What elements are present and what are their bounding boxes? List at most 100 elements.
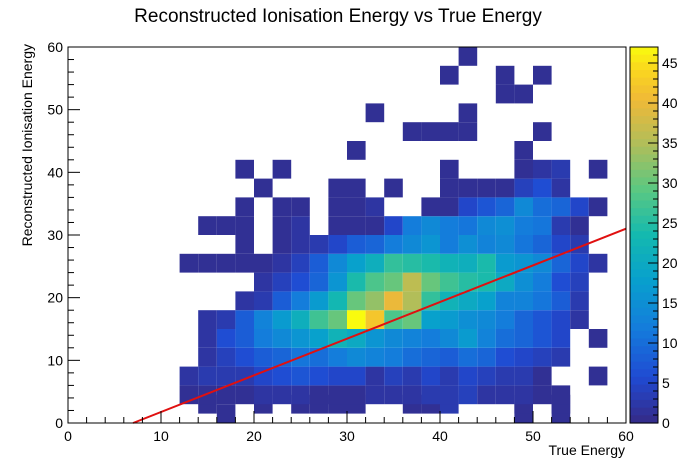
- heatmap-bin: [384, 385, 403, 405]
- heatmap-bin: [477, 329, 496, 348]
- x-tick-label: 50: [525, 428, 541, 444]
- heatmap-bin: [440, 178, 459, 198]
- heatmap-bin: [272, 253, 292, 273]
- colorbar-band: [630, 85, 658, 94]
- heatmap-bin: [458, 329, 478, 348]
- heatmap-bin: [421, 216, 440, 235]
- colorbar-band: [630, 284, 658, 294]
- heatmap-bin: [477, 310, 496, 329]
- heatmap-bin: [291, 272, 310, 292]
- heatmap-bin: [384, 235, 403, 254]
- heatmap-bin: [495, 216, 515, 235]
- heatmap-bin: [328, 310, 347, 329]
- heatmap-bin: [440, 253, 459, 273]
- heatmap-bin: [179, 253, 199, 273]
- heatmap-bin: [514, 197, 533, 217]
- colorbar-band: [630, 215, 658, 225]
- x-tick-label: 60: [618, 428, 634, 444]
- heatmap-bin: [477, 216, 496, 235]
- heatmap-bin: [347, 235, 366, 254]
- heatmap-bin: [216, 310, 236, 329]
- heatmap-bin: [328, 329, 347, 348]
- heatmap-bin: [347, 253, 366, 273]
- y-tick-label: 20: [47, 290, 63, 306]
- heatmap-bin: [198, 253, 217, 273]
- heatmap-bin: [514, 272, 533, 292]
- heatmap-bin: [402, 385, 422, 405]
- heatmap-bin: [551, 310, 571, 329]
- heatmap-bin: [402, 235, 422, 254]
- colorbar-band: [630, 323, 658, 332]
- heatmap-bin: [458, 235, 478, 254]
- colorbar-band: [630, 131, 658, 140]
- heatmap-bin: [588, 159, 608, 179]
- colorbar-band: [630, 116, 658, 125]
- heatmap-bin: [551, 253, 571, 273]
- heatmap-bin: [440, 122, 459, 141]
- heatmap-bin: [198, 310, 217, 329]
- heatmap-bin: [458, 122, 478, 141]
- heatmap-bin: [291, 385, 310, 405]
- heatmap-bin: [347, 141, 366, 160]
- heatmap-bin: [365, 366, 385, 386]
- heatmap-bin: [347, 216, 366, 235]
- heatmap-bin: [551, 329, 571, 348]
- heatmap-bin: [551, 216, 571, 235]
- heatmap-bin: [272, 385, 292, 405]
- fit-line-layer: [132, 227, 627, 424]
- heatmap-bin: [495, 291, 515, 311]
- heatmap-bin: [458, 366, 478, 386]
- heatmap-bin: [216, 366, 236, 386]
- heatmap-bin: [384, 178, 403, 198]
- heatmap-bin: [309, 253, 329, 273]
- colorbar-band: [630, 108, 658, 117]
- heatmap-bin: [235, 347, 254, 367]
- heatmap-bin: [570, 310, 589, 329]
- colorbar-band: [630, 415, 658, 424]
- colorbar-band: [630, 376, 658, 386]
- heatmap-bin: [235, 197, 254, 217]
- heatmap-bin: [588, 253, 608, 273]
- heatmap-bin: [440, 159, 459, 179]
- colorbar-band: [630, 353, 658, 363]
- heatmap-bin: [328, 272, 347, 292]
- heatmap-bin: [309, 235, 329, 254]
- heatmap-bin: [514, 291, 533, 311]
- heatmap-bin: [216, 253, 236, 273]
- colorbar-band: [630, 192, 658, 202]
- heatmap-bin: [514, 216, 533, 235]
- colorbar-band: [630, 177, 658, 186]
- heatmap-bin: [328, 385, 347, 405]
- heatmap-bin: [365, 291, 385, 311]
- heatmap-bin: [495, 347, 515, 367]
- colorbar-band: [630, 93, 658, 102]
- heatmap-bin: [384, 272, 403, 292]
- heatmap-bin: [458, 103, 478, 123]
- colorbar-band: [630, 123, 658, 132]
- heatmap-bin: [291, 216, 310, 235]
- heatmap-bin: [551, 385, 571, 405]
- heatmap-bin: [495, 253, 515, 273]
- colorbar-band: [630, 200, 658, 209]
- heatmap-bin: [347, 347, 366, 367]
- heatmap-bin: [365, 235, 385, 254]
- heatmap-bin: [495, 178, 515, 198]
- x-axis-label: True Energy: [548, 442, 625, 458]
- heatmap-bin: [328, 347, 347, 367]
- heatmap-bin: [514, 385, 533, 405]
- heatmap-bin: [402, 253, 422, 273]
- heatmap-bin: [291, 310, 310, 329]
- heatmap-bin: [495, 197, 515, 217]
- heatmap-bin: [533, 178, 552, 198]
- heatmap-bin: [495, 366, 515, 386]
- heatmap-bin: [495, 329, 515, 348]
- colorbar-band: [630, 269, 658, 278]
- heatmap-bin: [533, 159, 552, 179]
- heatmap-bin: [458, 291, 478, 311]
- colorbar-band: [630, 77, 658, 86]
- colorbar-band: [630, 54, 658, 63]
- heatmap-bin: [216, 216, 236, 235]
- heatmap-bin: [198, 329, 217, 348]
- heatmap-bin: [440, 366, 459, 386]
- heatmap-bin: [533, 291, 552, 311]
